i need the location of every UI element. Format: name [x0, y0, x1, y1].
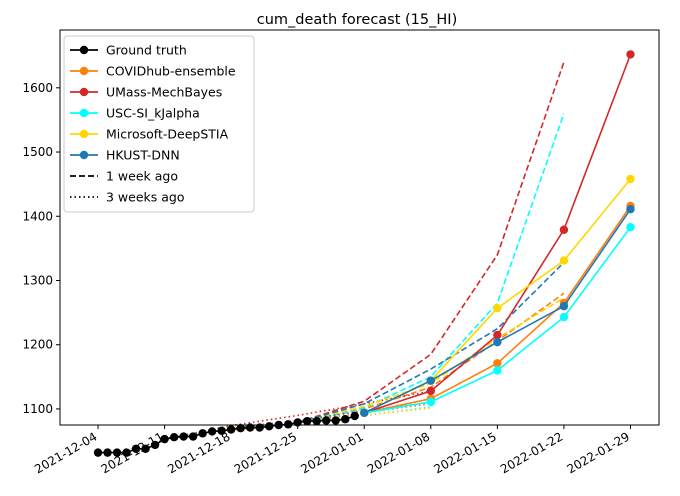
series-microsoft-deepstia-point — [493, 303, 502, 313]
x-tick-label: 2022-01-01 — [298, 429, 365, 476]
ground-truth-line — [98, 415, 355, 454]
ground-truth-point — [103, 448, 112, 457]
series-umass-mechbayes-line — [364, 54, 632, 414]
ground-truth-point — [169, 433, 179, 442]
ground-truth-point — [150, 440, 160, 450]
x-tick-label: 2021-12-04 — [32, 429, 99, 476]
ground-truth-point — [322, 416, 331, 425]
y-tick-label: 1300 — [22, 273, 53, 287]
legend-box — [63, 35, 255, 213]
ground-truth-point — [264, 422, 274, 431]
legend-marker-covidhub-ensemble — [79, 66, 89, 76]
legend-marker-hkust-dnn — [79, 150, 89, 160]
legend-label-ground-truth: Ground truth — [106, 43, 187, 58]
series-umass-mechbayes-point — [626, 50, 635, 59]
y-tick-label: 1500 — [22, 145, 53, 159]
y-tick-label: 1200 — [22, 338, 53, 352]
ground-truth-point — [341, 415, 350, 424]
ground-truth-point — [188, 432, 198, 441]
legend-label-covidhub-ensemble: COVIDhub-ensemble — [106, 64, 236, 79]
legend-label-1-week-ago: 1 week ago — [106, 169, 178, 184]
ground-truth-point — [283, 420, 293, 429]
series-usc-si-kjalpha-point — [559, 312, 569, 322]
x-tick-label: 2022-01-22 — [498, 429, 565, 476]
ground-truth-point — [160, 434, 169, 444]
ground-truth-point — [131, 444, 141, 453]
legend-label-3-weeks-ago: 3 weeks ago — [106, 190, 185, 205]
series-microsoft-deepstia-point — [626, 174, 635, 184]
series-umass-mechbayes-point — [559, 225, 569, 234]
y-tick-label: 1400 — [22, 209, 53, 223]
legend-marker-usc-si-kjalpha — [79, 108, 89, 118]
ground-truth-point — [312, 416, 321, 426]
series-usc-si-kjalpha-point — [626, 222, 635, 232]
series-microsoft-deepstia-point — [559, 256, 569, 265]
series-hkust-dnn-point — [493, 337, 502, 347]
ground-truth-point — [217, 426, 226, 435]
legend: Ground truth COVIDhub-ensemble UMass-MechB… — [63, 35, 255, 213]
series-hkust-dnn-point — [426, 376, 436, 385]
ground-truth-point — [350, 411, 359, 421]
series-umass-mechbayes-point — [426, 386, 436, 396]
x-tick-label: 2022-01-08 — [365, 429, 432, 476]
x-tick-label: 2022-01-15 — [431, 429, 498, 476]
series-microsoft-deepstia-line — [363, 178, 632, 414]
y-tick-label: 1600 — [22, 81, 53, 95]
x-tick-label: 2021-12-25 — [232, 429, 299, 476]
ground-truth-point — [303, 416, 312, 426]
ground-truth-point — [331, 416, 340, 425]
ground-truth-point — [236, 424, 245, 433]
series-usc-si-kjalpha-1wk-line — [297, 113, 565, 424]
ground-truth-point — [141, 444, 150, 453]
series-layer — [93, 50, 635, 457]
series-usc-si-kjalpha-point — [426, 397, 436, 407]
ground-truth-point — [226, 425, 236, 434]
legend-label-microsoft-deepstia: Microsoft-DeepSTIA — [106, 127, 229, 142]
chart-title: cum_death forecast (15_HI) — [257, 12, 457, 28]
series-covidhub-ensemble-point — [493, 359, 502, 368]
series-hkust-dnn-point — [360, 408, 369, 417]
x-tick-label: 2022-01-29 — [565, 429, 632, 476]
ground-truth-point — [93, 448, 103, 457]
legend-marker-umass-mechbayes — [79, 87, 89, 97]
legend-marker-microsoft-deepstia — [79, 129, 89, 139]
legend-label-hkust-dnn: HKUST-DNN — [106, 148, 180, 163]
ground-truth-point — [179, 432, 188, 441]
ground-truth-point — [207, 427, 217, 436]
y-tick-label: 1100 — [22, 402, 53, 416]
series-hkust-dnn-point — [559, 301, 569, 311]
series-hkust-dnn-1wk-line — [297, 261, 565, 424]
legend-label-usc-si-kjalpha: USC-SI_kJalpha — [106, 106, 200, 121]
ground-truth-point — [198, 429, 207, 438]
legend-marker-ground-truth — [79, 45, 89, 55]
ground-truth-point — [122, 448, 131, 457]
series-umass-mechbayes-1wk-line — [297, 61, 565, 424]
legend-label-umass-mechbayes: UMass-MechBayes — [106, 85, 222, 100]
series-umass-mechbayes-point — [493, 330, 502, 340]
ground-truth-point — [112, 448, 122, 457]
plot-frame — [59, 29, 660, 426]
series-hkust-dnn-point — [626, 204, 635, 214]
series-usc-si-kjalpha-point — [493, 366, 502, 375]
